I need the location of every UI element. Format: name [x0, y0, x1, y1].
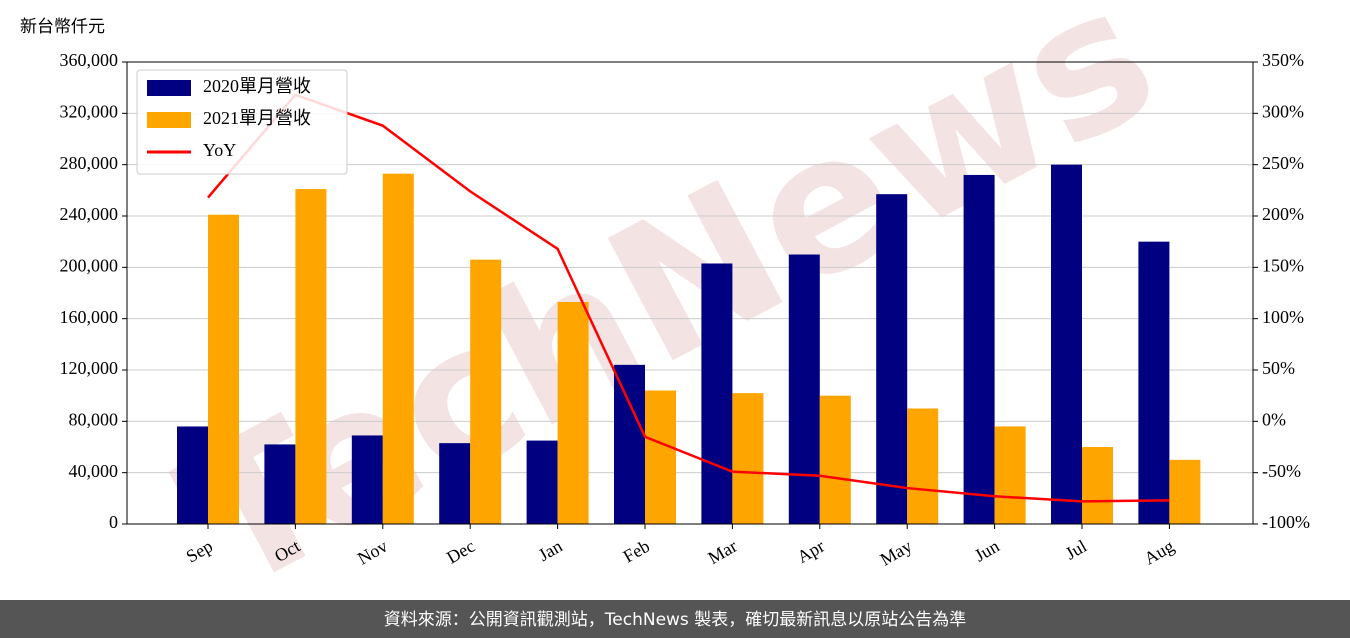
- bar: [526, 440, 558, 524]
- bar: [876, 194, 908, 524]
- y2-tick-label: 150%: [1262, 255, 1304, 275]
- y-axis-label: 新台幣仟元: [20, 17, 105, 37]
- line-series: [207, 93, 1170, 503]
- legend-swatch: [147, 80, 191, 96]
- y-tick-label: 120,000: [60, 358, 119, 378]
- x-tick-label: Aug: [1141, 536, 1178, 569]
- bar: [208, 214, 239, 524]
- x-tick-label: Mar: [704, 536, 740, 568]
- bar: [177, 426, 208, 524]
- bar: [963, 174, 995, 524]
- y-tick-label: 80,000: [69, 409, 119, 429]
- y2-tick-label: 250%: [1262, 153, 1304, 173]
- y-tick-label: 320,000: [60, 101, 119, 121]
- y2-tick-label: 350%: [1262, 50, 1304, 70]
- bar: [382, 173, 414, 524]
- x-tick-label: Jan: [535, 536, 566, 565]
- y-tick-label: 0: [109, 512, 118, 532]
- bar: [788, 254, 820, 524]
- bar: [732, 393, 764, 524]
- y-tick-label: 40,000: [69, 461, 119, 481]
- y-tick-label: 240,000: [60, 204, 119, 224]
- y-tick-label: 280,000: [60, 153, 119, 173]
- y-tick-label: 360,000: [60, 50, 119, 70]
- bar: [1169, 459, 1201, 524]
- bar: [1051, 164, 1082, 524]
- bar: [645, 390, 676, 524]
- legend-label: YoY: [203, 140, 236, 160]
- y2-tick-label: 200%: [1262, 204, 1304, 224]
- y2-tick-label: -50%: [1262, 461, 1301, 481]
- y2-tick-label: 300%: [1262, 101, 1304, 121]
- x-tick-label: Jun: [971, 536, 1003, 566]
- x-tick-label: Jul: [1062, 536, 1090, 564]
- bar: [994, 426, 1026, 524]
- x-tick-label: May: [877, 536, 916, 570]
- legend-swatch: [147, 112, 191, 128]
- bar: [470, 259, 502, 524]
- legend-label: 2021單月營收: [203, 108, 311, 128]
- x-tick-label: Feb: [620, 536, 653, 567]
- y-tick-label: 200,000: [60, 255, 119, 275]
- bar: [264, 444, 296, 524]
- legend-label: 2020單月營收: [203, 76, 311, 96]
- y-tick-label: 160,000: [60, 307, 119, 327]
- bar: [1138, 241, 1170, 524]
- bar: [439, 443, 471, 524]
- bar: [295, 189, 327, 525]
- bar: [351, 435, 383, 524]
- y2-tick-label: 50%: [1262, 358, 1295, 378]
- bar: [557, 301, 589, 524]
- footer-bar: [0, 600, 1350, 638]
- y2-tick-label: 0%: [1262, 409, 1286, 429]
- y2-tick-label: -100%: [1262, 512, 1310, 532]
- source-note: 資料來源：公開資訊觀測站，TechNews 製表，確切最新訊息以原站公告為準: [384, 610, 966, 630]
- plot-frame: [126, 61, 1254, 525]
- x-tick-label: Apr: [794, 536, 828, 567]
- bar: [701, 263, 733, 524]
- bar: [819, 395, 851, 524]
- x-tick-label: Dec: [443, 536, 478, 568]
- bar: [614, 364, 645, 524]
- bar: [907, 408, 939, 524]
- y2-tick-label: 100%: [1262, 307, 1304, 327]
- bar: [1082, 447, 1113, 524]
